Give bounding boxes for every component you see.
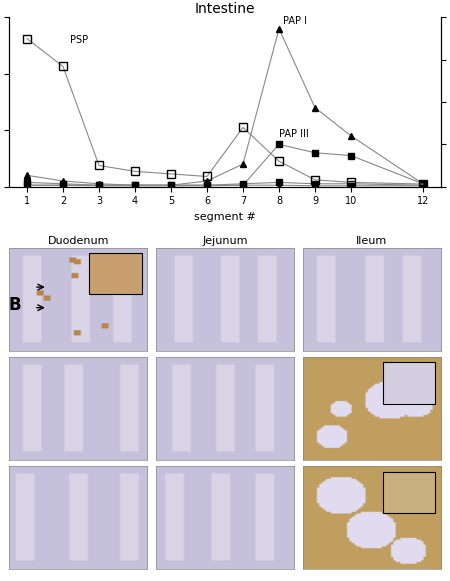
FancyBboxPatch shape — [89, 253, 142, 295]
Text: PAP I: PAP I — [283, 16, 306, 27]
Title: Intestine: Intestine — [195, 2, 255, 16]
Text: B: B — [9, 296, 22, 314]
Title: Ileum: Ileum — [356, 236, 387, 246]
X-axis label: segment #: segment # — [194, 212, 256, 222]
Title: Jejunum: Jejunum — [202, 236, 248, 246]
FancyBboxPatch shape — [383, 363, 436, 404]
Text: PAP III: PAP III — [279, 129, 309, 139]
Text: PSP: PSP — [70, 35, 88, 45]
FancyBboxPatch shape — [383, 472, 436, 512]
Title: Duodenum: Duodenum — [48, 236, 109, 246]
